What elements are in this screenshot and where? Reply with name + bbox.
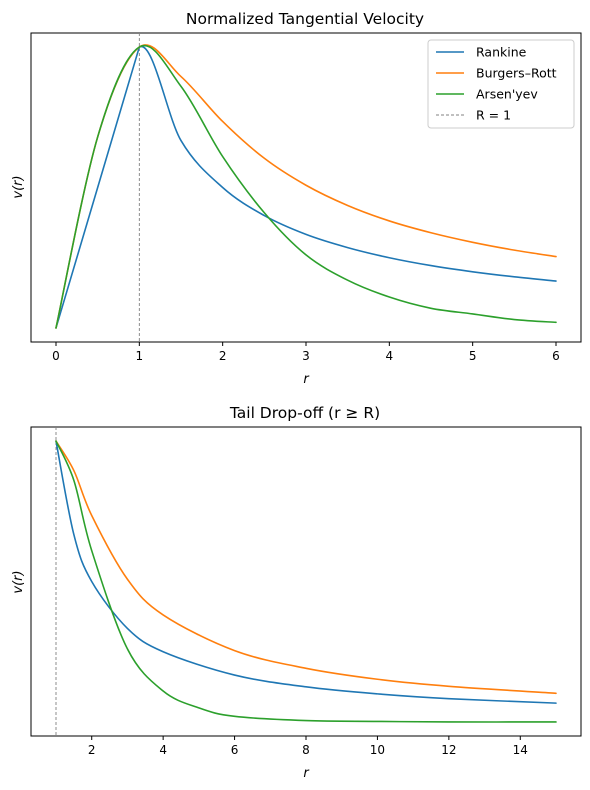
x-tick-label: 6 bbox=[231, 743, 239, 757]
x-axis: 2 4 6 8 10 12 14 bbox=[88, 736, 528, 757]
x-tick-label: 3 bbox=[302, 349, 310, 363]
legend: Rankine Burgers–Rott Arsen'yev R = 1 bbox=[427, 39, 575, 129]
series-layer bbox=[55, 33, 557, 342]
chart-title: Tail Drop-off (r ≥ R) bbox=[229, 404, 380, 422]
series-layer bbox=[55, 427, 557, 736]
legend-label: Rankine bbox=[476, 45, 527, 60]
series-line-arsen-yev bbox=[55, 440, 557, 723]
x-tick-label: 4 bbox=[386, 349, 394, 363]
legend-label: Arsen'yev bbox=[476, 87, 538, 102]
x-tick-label: 4 bbox=[159, 743, 167, 757]
x-axis: 0 1 2 3 4 5 6 bbox=[52, 342, 560, 363]
series-line-arsen-yev bbox=[55, 44, 557, 329]
chart-tail: Tail Drop-off (r ≥ R) 2 4 6 8 10 12 14 r v(r) bbox=[11, 404, 582, 781]
x-tick-label: 8 bbox=[302, 743, 310, 757]
series-line-rankine bbox=[55, 46, 557, 329]
x-tick-label: 2 bbox=[219, 349, 227, 363]
x-axis-label: r bbox=[303, 766, 310, 781]
x-axis-label: r bbox=[303, 372, 310, 387]
series-line-burgers-rott bbox=[55, 440, 557, 695]
series-line-rankine bbox=[55, 440, 557, 704]
x-tick-label: 2 bbox=[88, 743, 96, 757]
legend-frame bbox=[427, 39, 575, 129]
y-axis-label: v(r) bbox=[11, 175, 26, 198]
legend-label: Burgers–Rott bbox=[476, 66, 557, 81]
x-tick-label: 1 bbox=[136, 349, 144, 363]
chart-title: Normalized Tangential Velocity bbox=[186, 10, 424, 28]
x-tick-label: 12 bbox=[441, 743, 456, 757]
y-axis-label: v(r) bbox=[11, 570, 26, 593]
x-tick-label: 0 bbox=[52, 349, 60, 363]
x-tick-label: 14 bbox=[513, 743, 528, 757]
x-tick-label: 6 bbox=[552, 349, 560, 363]
x-tick-label: 10 bbox=[370, 743, 385, 757]
legend-label: R = 1 bbox=[476, 108, 511, 123]
x-tick-label: 5 bbox=[469, 349, 477, 363]
chart-velocity: Normalized Tangential Velocity 0 1 2 3 4 5 6 r… bbox=[11, 10, 582, 387]
